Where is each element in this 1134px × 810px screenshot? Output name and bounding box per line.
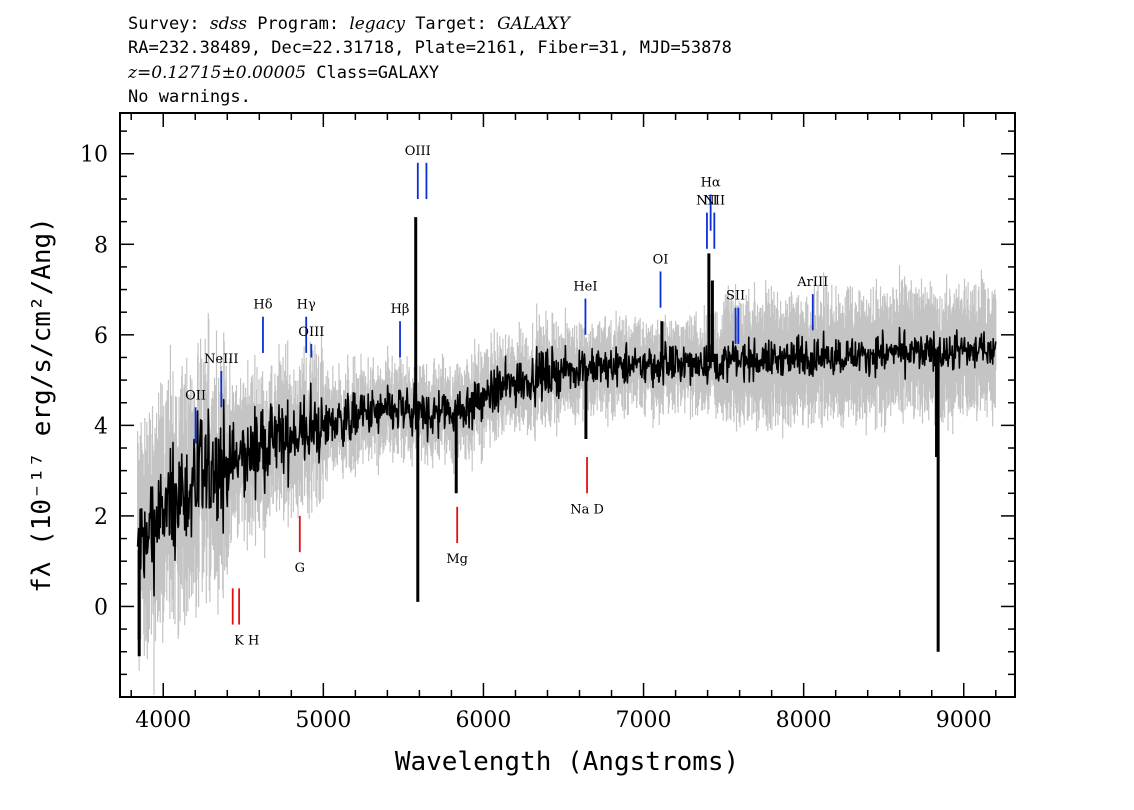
y-tick-label: 0 [94,595,108,620]
survey-value: sdss [210,14,247,34]
absorption-line-label: Na D [570,502,604,517]
header-line-1: Survey: sdss Program: legacy Target: GAL… [128,14,572,34]
x-tick-label: 9000 [936,708,992,733]
error-band [137,265,997,695]
x-tick-label: 8000 [776,708,832,733]
plot-area: OII NeIII Hδ Hγ OIII Hβ OIII HeI OI NII Hα NII SII Ar… [136,144,997,695]
absorption-line-label: G [295,561,305,576]
program-value: legacy [349,14,405,34]
emission-line-label: ArIII [796,275,828,290]
target-label: Target: [405,14,497,34]
x-tick-label: 7000 [616,708,672,733]
redshift-value: z=0.12715±0.00005 [127,63,306,83]
emission-line-label: Hδ [253,298,272,313]
y-tick-label: 10 [80,143,108,168]
x-tick-label: 6000 [455,708,511,733]
absorption-line-label: Mg [446,552,468,567]
x-tick-label: 5000 [295,708,351,733]
plot-frame [119,112,1016,698]
emission-line-label: NII [696,194,718,209]
flux-line [136,326,997,597]
axes: 4000 5000 6000 7000 8000 9000 0 2 4 6 8 10 [80,113,1015,733]
y-tick-label: 4 [94,414,108,439]
emission-line-label: OIII [405,144,431,159]
header-line-3: z=0.12715±0.00005 Class=GALAXY [127,63,439,83]
y-tick-label: 2 [94,505,108,530]
absorption-line-label: K H [234,634,259,649]
emission-line-label: OII [185,388,206,403]
x-axis-title: Wavelength (Angstroms) [395,747,739,777]
class-value: Class=GALAXY [306,63,439,83]
x-tick-label: 4000 [135,708,191,733]
emission-line-label: Hγ [297,298,316,313]
y-tick-label: 8 [94,233,108,258]
emission-line-label: NII [703,194,725,209]
header-line-2: RA=232.38489, Dec=22.31718, Plate=2161, … [128,38,732,58]
y-axis-title: fλ (10⁻¹⁷ erg/s/cm²/Ang) [27,217,57,593]
emission-line-label: OI [653,252,669,267]
emission-line-label: HeI [573,280,597,295]
target-value: GALAXY [497,14,572,34]
header-line-4: No warnings. [128,87,251,107]
emission-line-label: NeIII [204,352,238,367]
header-text: Survey: sdss Program: legacy Target: GAL… [127,14,732,107]
emission-line-label: SII [726,289,745,304]
emission-line-label: Hα [701,175,721,190]
program-label: Program: [247,14,349,34]
emission-line-label: OIII [298,325,324,340]
survey-label: Survey: [128,14,210,34]
emission-line-label: Hβ [391,302,410,317]
y-tick-label: 6 [94,324,108,349]
